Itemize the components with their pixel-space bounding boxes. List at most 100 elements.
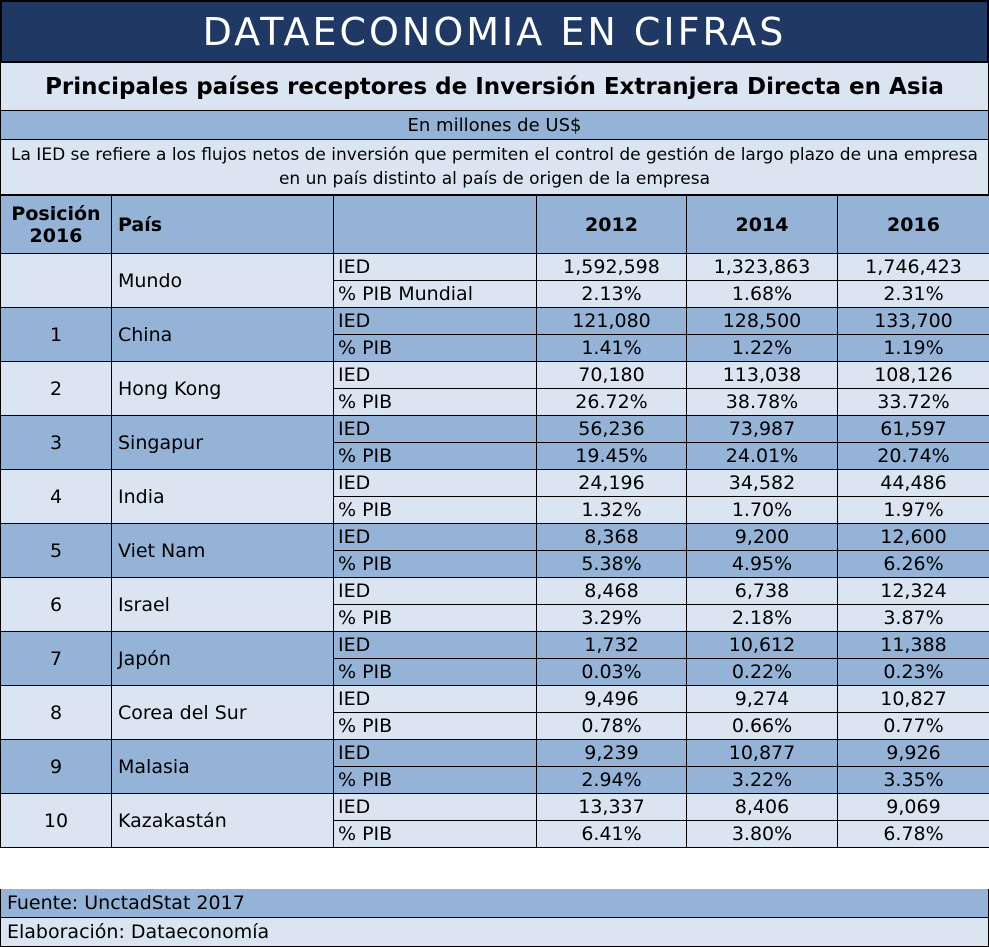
table-header-row: Posición 2016 País 2012 2014 2016 xyxy=(0,195,989,254)
table-row: 10 Kazakastán IED 13,337 8,406 9,069 xyxy=(0,793,989,848)
value-cell: 0.23% xyxy=(837,658,989,686)
value-cell: 1.70% xyxy=(686,496,838,524)
value-cell: 19.45% xyxy=(536,442,687,470)
value-cell: 1.19% xyxy=(837,334,989,362)
metric-cell: IED xyxy=(333,523,537,551)
country-cell: Hong Kong xyxy=(111,361,334,416)
metric-cell: % PIB xyxy=(333,388,537,416)
source-note: Fuente: UnctadStat 2017 xyxy=(0,889,989,918)
value-cell: 0.03% xyxy=(536,658,687,686)
value-cell: 3.87% xyxy=(837,604,989,632)
position-cell: 1 xyxy=(0,307,112,362)
header-country: País xyxy=(111,195,334,254)
value-cell: 73,987 xyxy=(686,415,838,443)
value-cell: 8,406 xyxy=(686,793,838,821)
value-cell: 5.38% xyxy=(536,550,687,578)
country-cell: Mundo xyxy=(111,253,334,308)
value-cell: 6,738 xyxy=(686,577,838,605)
value-cell: 9,926 xyxy=(837,739,989,767)
table-row: 5 Viet Nam IED 8,368 9,200 12,600 xyxy=(0,523,989,578)
metric-cell: IED xyxy=(333,739,537,767)
table-row: % PIB Mundial 2.13% 1.68% 2.31% xyxy=(0,280,989,308)
value-cell: 3.80% xyxy=(686,820,838,848)
fdi-table: Posición 2016 País 2012 2014 2016 Mundo I… xyxy=(0,195,989,848)
banner-title: DATAECONOMIA EN CIFRAS xyxy=(0,0,989,63)
value-cell: 11,388 xyxy=(837,631,989,659)
value-cell: 2.31% xyxy=(837,280,989,308)
value-cell: 1,732 xyxy=(536,631,687,659)
table-row: 8 Corea del Sur IED 9,496 9,274 10,827 xyxy=(0,685,989,740)
metric-cell: % PIB xyxy=(333,658,537,686)
value-cell: 2.94% xyxy=(536,766,687,794)
metric-cell: IED xyxy=(333,685,537,713)
value-cell: 26.72% xyxy=(536,388,687,416)
metric-cell: IED xyxy=(333,469,537,497)
metric-cell: IED xyxy=(333,793,537,821)
position-cell: 10 xyxy=(0,793,112,848)
value-cell: 34,582 xyxy=(686,469,838,497)
metric-cell: IED xyxy=(333,361,537,389)
table-title: Principales países receptores de Inversi… xyxy=(0,63,989,111)
table-row: 4 India IED 24,196 34,582 44,486 xyxy=(0,469,989,524)
position-cell: 5 xyxy=(0,523,112,578)
metric-cell: % PIB xyxy=(333,712,537,740)
header-year-2012: 2012 xyxy=(536,195,687,254)
position-cell: 6 xyxy=(0,577,112,632)
position-cell: 3 xyxy=(0,415,112,470)
table-body: Mundo IED 1,592,598 1,323,863 1,746,423% PIB… xyxy=(0,253,989,848)
country-cell: Malasia xyxy=(111,739,334,794)
value-cell: 24,196 xyxy=(536,469,687,497)
header-year-2016: 2016 xyxy=(837,195,989,254)
value-cell: 121,080 xyxy=(536,307,687,335)
table-row: 9 Malasia IED 9,239 10,877 9,926 xyxy=(0,739,989,794)
table-row: 2 Hong Kong IED 70,180 113,038 108,126 xyxy=(0,361,989,416)
value-cell: 1.32% xyxy=(536,496,687,524)
table-row: 1 China IED 121,080 128,500 133,700 xyxy=(0,307,989,362)
value-cell: 70,180 xyxy=(536,361,687,389)
value-cell: 1,746,423 xyxy=(837,253,989,281)
value-cell: 9,274 xyxy=(686,685,838,713)
value-cell: 12,600 xyxy=(837,523,989,551)
position-cell: 8 xyxy=(0,685,112,740)
value-cell: 3.22% xyxy=(686,766,838,794)
value-cell: 6.78% xyxy=(837,820,989,848)
value-cell: 8,468 xyxy=(536,577,687,605)
value-cell: 133,700 xyxy=(837,307,989,335)
metric-cell: IED xyxy=(333,307,537,335)
country-cell: Japón xyxy=(111,631,334,686)
value-cell: 9,069 xyxy=(837,793,989,821)
position-cell xyxy=(0,253,112,308)
table-row: 3 Singapur IED 56,236 73,987 61,597 xyxy=(0,415,989,470)
value-cell: 1.22% xyxy=(686,334,838,362)
value-cell: 0.22% xyxy=(686,658,838,686)
value-cell: 1.41% xyxy=(536,334,687,362)
metric-cell: % PIB xyxy=(333,550,537,578)
metric-cell: % PIB Mundial xyxy=(333,280,537,308)
unit-label: En millones de US$ xyxy=(0,111,989,140)
value-cell: 1.68% xyxy=(686,280,838,308)
value-cell: 61,597 xyxy=(837,415,989,443)
table-row: 6 Israel IED 8,468 6,738 12,324 xyxy=(0,577,989,632)
header-metric xyxy=(333,195,537,254)
value-cell: 9,496 xyxy=(536,685,687,713)
value-cell: 12,324 xyxy=(837,577,989,605)
metric-cell: % PIB xyxy=(333,442,537,470)
header-position: Posición 2016 xyxy=(0,195,112,254)
country-cell: Israel xyxy=(111,577,334,632)
metric-cell: IED xyxy=(333,415,537,443)
value-cell: 1,323,863 xyxy=(686,253,838,281)
value-cell: 33.72% xyxy=(837,388,989,416)
value-cell: 56,236 xyxy=(536,415,687,443)
metric-cell: % PIB xyxy=(333,334,537,362)
value-cell: 0.78% xyxy=(536,712,687,740)
metric-cell: % PIB xyxy=(333,496,537,524)
position-cell: 4 xyxy=(0,469,112,524)
position-cell: 9 xyxy=(0,739,112,794)
value-cell: 9,239 xyxy=(536,739,687,767)
metric-cell: % PIB xyxy=(333,766,537,794)
country-cell: India xyxy=(111,469,334,524)
country-cell: Corea del Sur xyxy=(111,685,334,740)
value-cell: 2.13% xyxy=(536,280,687,308)
value-cell: 1.97% xyxy=(837,496,989,524)
value-cell: 10,877 xyxy=(686,739,838,767)
